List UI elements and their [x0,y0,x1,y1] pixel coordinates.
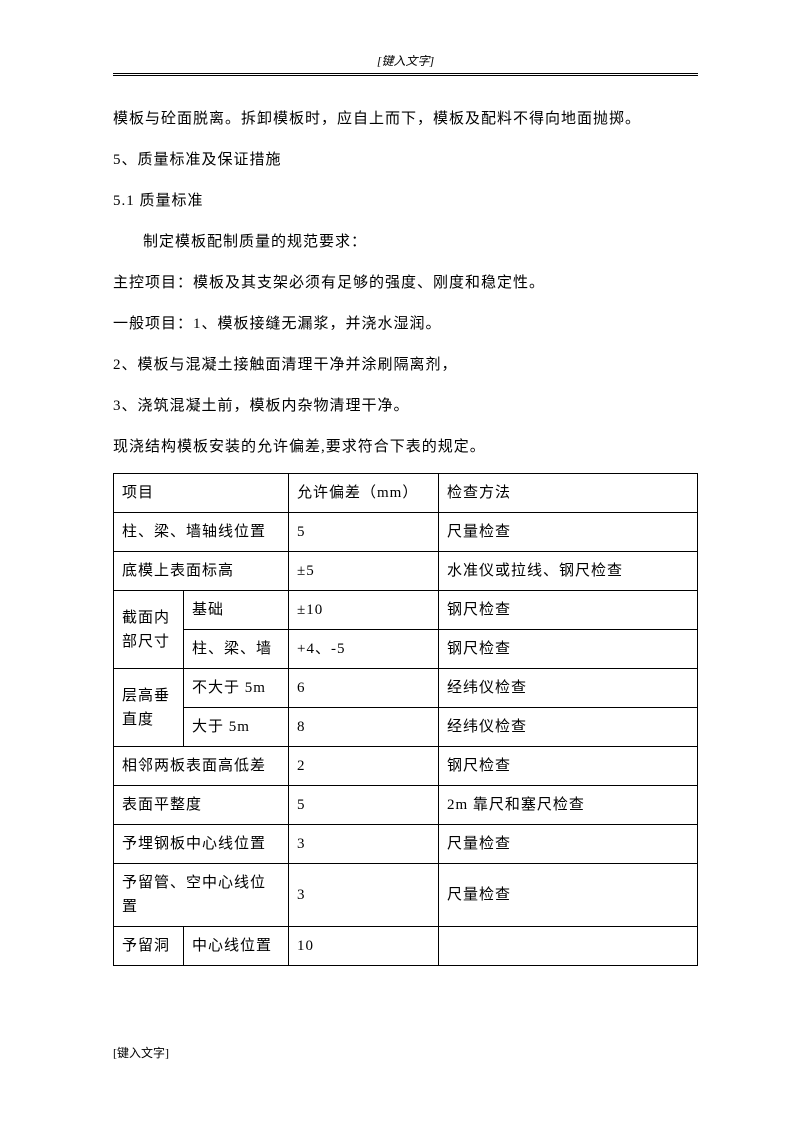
table-cell: 截面内部尺寸 [114,591,184,669]
table-cell: 3 [289,825,439,864]
paragraph: 2、模板与混凝土接触面清理干净并涂刷隔离剂， [113,346,698,385]
paragraph: 5、质量标准及保证措施 [113,141,698,180]
table-cell: 予留管、空中心线位置 [114,864,289,927]
table-cell [439,927,698,966]
table-cell: 予留洞 [114,927,184,966]
paragraph: 模板与砼面脱离。拆卸模板时，应自上而下，模板及配料不得向地面抛掷。 [113,100,698,139]
table-cell: 水准仪或拉线、钢尺检查 [439,552,698,591]
header-placeholder: [键入文字] [377,54,434,68]
page-footer: [键入文字] [113,1044,169,1061]
page-header: [键入文字] [113,52,698,76]
table-cell: 柱、梁、墙 [184,630,289,669]
table-row: 大于 5m 8 经纬仪检查 [114,708,698,747]
footer-placeholder: [键入文字] [113,1046,169,1060]
table-cell: 8 [289,708,439,747]
table-cell: 3 [289,864,439,927]
table-row: 柱、梁、墙轴线位置 5 尺量检查 [114,513,698,552]
table-cell: 6 [289,669,439,708]
table-row: 截面内部尺寸 基础 ±10 钢尺检查 [114,591,698,630]
table-row: 项目 允许偏差（mm） 检查方法 [114,474,698,513]
paragraph: 3、浇筑混凝土前，模板内杂物清理干净。 [113,387,698,426]
paragraph: 制定模板配制质量的规范要求： [113,223,698,262]
table-cell: 柱、梁、墙轴线位置 [114,513,289,552]
table-header-cell: 项目 [114,474,289,513]
page-content: 模板与砼面脱离。拆卸模板时，应自上而下，模板及配料不得向地面抛掷。 5、质量标准… [113,100,698,966]
table-row: 予埋钢板中心线位置 3 尺量检查 [114,825,698,864]
table-row: 予留管、空中心线位置 3 尺量检查 [114,864,698,927]
table-cell: 经纬仪检查 [439,708,698,747]
table-cell: 尺量检查 [439,513,698,552]
table-row: 柱、梁、墙 +4、-5 钢尺检查 [114,630,698,669]
table-row: 予留洞 中心线位置 10 [114,927,698,966]
table-cell: 5 [289,513,439,552]
table-cell: 钢尺检查 [439,747,698,786]
header-rule [113,73,698,76]
table-cell: 钢尺检查 [439,630,698,669]
table-cell: 不大于 5m [184,669,289,708]
table-cell: +4、-5 [289,630,439,669]
table-cell: 经纬仪检查 [439,669,698,708]
table-cell: 尺量检查 [439,825,698,864]
paragraph: 现浇结构模板安装的允许偏差,要求符合下表的规定。 [113,428,698,467]
table-cell: 中心线位置 [184,927,289,966]
table-cell: 2m 靠尺和塞尺检查 [439,786,698,825]
table-cell: 2 [289,747,439,786]
table-header-cell: 允许偏差（mm） [289,474,439,513]
table-cell: 大于 5m [184,708,289,747]
paragraph: 5.1 质量标准 [113,182,698,221]
paragraph: 一般项目：1、模板接缝无漏浆，并浇水湿润。 [113,305,698,344]
table-cell: 基础 [184,591,289,630]
table-cell: 钢尺检查 [439,591,698,630]
table-header-cell: 检查方法 [439,474,698,513]
table-cell: ±5 [289,552,439,591]
table-cell: 5 [289,786,439,825]
table-cell: 相邻两板表面高低差 [114,747,289,786]
table-cell: ±10 [289,591,439,630]
table-cell: 底模上表面标高 [114,552,289,591]
paragraph: 主控项目：模板及其支架必须有足够的强度、刚度和稳定性。 [113,264,698,303]
table-cell: 尺量检查 [439,864,698,927]
table-cell: 层高垂直度 [114,669,184,747]
table-cell: 表面平整度 [114,786,289,825]
spec-table: 项目 允许偏差（mm） 检查方法 柱、梁、墙轴线位置 5 尺量检查 底模上表面标… [113,473,698,966]
table-cell: 10 [289,927,439,966]
table-row: 相邻两板表面高低差 2 钢尺检查 [114,747,698,786]
table-cell: 予埋钢板中心线位置 [114,825,289,864]
table-row: 底模上表面标高 ±5 水准仪或拉线、钢尺检查 [114,552,698,591]
table-row: 层高垂直度 不大于 5m 6 经纬仪检查 [114,669,698,708]
table-row: 表面平整度 5 2m 靠尺和塞尺检查 [114,786,698,825]
